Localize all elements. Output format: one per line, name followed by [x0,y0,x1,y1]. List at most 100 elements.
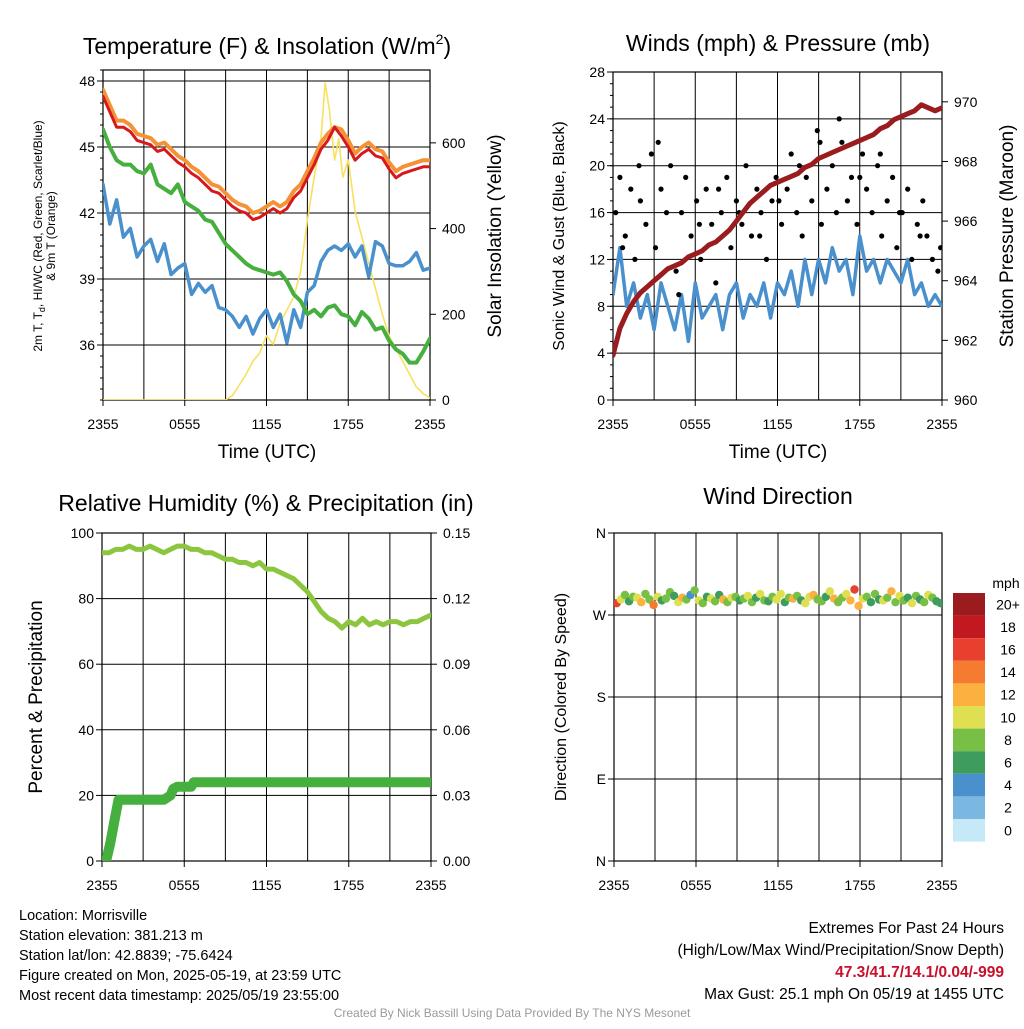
colorbar-label: 14 [1000,664,1016,680]
wdir-ytick-label: W [593,607,607,623]
gust-point [709,221,715,227]
rh-ytick-label: 0 [86,853,94,869]
precip-line [102,777,431,861]
temp-ytick-label: 45 [79,139,95,155]
gust-point [758,210,764,216]
wdir-point [661,594,671,603]
colorbar-swatch [953,615,985,639]
wind-ytick-label: 20 [589,158,605,174]
temp-xtick-label: 1755 [333,416,364,432]
gust-point [844,198,851,204]
gust-point [803,174,809,180]
gust-point [748,233,755,239]
gust-point [836,116,842,122]
wind-xtick-label: 0555 [680,416,711,432]
gust-point [896,210,903,216]
gust-point [703,186,709,192]
temp-panel: 2355 0555 1155 1755 2355 36 39 42 45 48 0 200 400 600… [31,31,506,463]
wdir-point [854,601,863,611]
wind-xtick-label: 2355 [597,416,628,432]
rh-line [102,543,431,631]
wind-ytick-label: 28 [589,64,605,80]
rh-y2tick-label: 0.12 [443,591,470,607]
wind-title: Winds (mph) & Pressure (mb) [626,30,930,56]
gust-point [676,292,682,298]
gust-point [833,210,840,216]
credit-line: Created By Nick Bassill Using Data Provi… [333,1006,691,1020]
gust-point [859,151,866,157]
gust-point [779,221,785,227]
gust-point [935,268,941,274]
station-elevation: Station elevation: 381.213 m [19,928,203,944]
wdir-point [907,599,917,608]
wdir-point [801,599,810,608]
gust-point [698,256,704,262]
colorbar-swatch [953,773,985,797]
wind-ytick-label: 16 [589,205,605,221]
gust-point [829,163,835,169]
rh-y2tick-label: 0.00 [443,853,470,869]
temp-ylabel-b: , HI/WC (Red, Green, Scarlet/Blue) [31,120,45,307]
temp-ylabel-a: 2m T, T [31,311,45,351]
wind-y2tick-label: 962 [954,332,978,348]
colorbar-label: 20+ [996,596,1020,612]
wdir-ytick-label: E [597,771,606,787]
wind-panel: 2355 0555 1155 1755 2355 0 4 8 12 16 20 24 28 960 962 9… [551,30,1018,463]
wdir-xtick-label: 2355 [598,877,629,893]
wdir-point [620,590,630,600]
gust-point [743,163,749,169]
wdir-point [756,589,765,599]
temp-xtick-label: 2355 [87,416,118,432]
gust-point [773,174,779,180]
colorbar-label: 0 [1004,822,1012,838]
temp-y2tick-label: 0 [442,392,450,408]
rh-ytick-label: 80 [78,591,94,607]
wdir-point [743,591,753,601]
gust-point [890,174,896,180]
wind-y2tick-label: 968 [954,153,978,169]
temp-ylabel: 2m T, Td, HI/WC (Red, Green, Scarlet/Blu… [31,120,58,351]
wind-xlabel: Time (UTC) [729,442,828,463]
gust-point [728,245,734,251]
colorbar-swatch [953,728,985,752]
gust-point [637,198,644,204]
wind-xtick-label: 1155 [762,416,792,432]
temp-xtick-label: 2355 [414,416,445,432]
temp-ylabel-sub: d [37,307,47,312]
gust-point [938,245,942,251]
wdir-title: Wind Direction [703,483,853,509]
rh-y2tick-label: 0.06 [443,722,470,738]
gust-point [914,221,920,227]
gust-point [716,186,722,192]
extremes-info: Extremes For Past 24 Hours (High/Low/Max… [678,918,1005,1006]
wdir-xtick-label: 0555 [680,877,711,893]
colorbar-swatch [953,638,985,661]
gust-point [757,233,763,239]
wind-ytick-label: 8 [597,298,605,314]
gust-point [632,256,638,262]
wdir-ytick-label: N [596,525,606,541]
gust-point [696,221,703,227]
wind-series [613,102,942,358]
gust-point [620,245,626,251]
wdir-point [698,599,707,608]
rh-ytick-label: 40 [78,722,94,738]
extremes-values: 47.3/41.7/14.1/0.04/-999 [835,964,1004,981]
rh-ytick-label: 60 [78,656,94,672]
wdir-xtick-label: 2355 [926,877,957,893]
gust-point [814,128,820,134]
gust-point [839,139,845,145]
gust-point [643,221,649,227]
gust-point [799,233,805,239]
wdir-panel: 2355 0555 1155 1755 2355 N E S W N Wind Direction D… [553,483,1020,893]
temp-series-line-3 [103,87,430,215]
wdir-points [614,585,942,611]
rh-title: Relative Humidity (%) & Precipitation (i… [58,490,473,516]
colorbar-swatch [953,819,985,842]
gust-point [776,198,782,204]
wdir-point [825,587,835,596]
gust-point [877,151,883,157]
gust-point [809,198,815,204]
gust-point [683,174,689,180]
